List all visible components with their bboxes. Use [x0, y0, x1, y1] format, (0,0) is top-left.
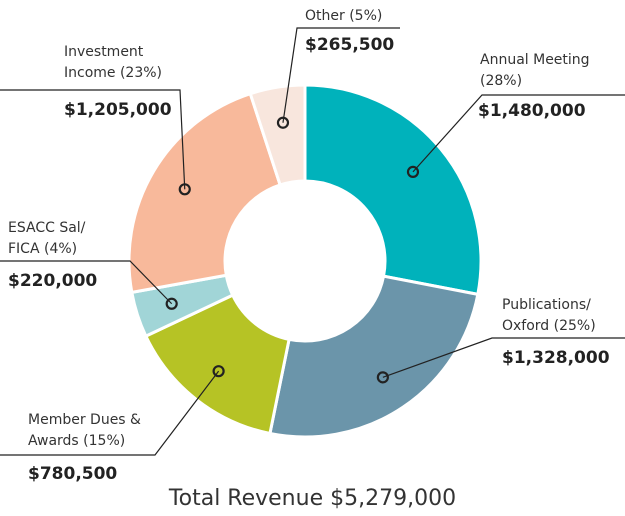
chart-title: Total Revenue $5,279,000 [168, 486, 457, 511]
leader-line [282, 27, 400, 123]
slice-value-label: $265,500 [305, 35, 395, 55]
leader-line [0, 260, 173, 305]
slice-label: Publications/ Oxford (25%) [502, 297, 596, 334]
leader-dot [406, 165, 420, 178]
slice-value-label: $220,000 [8, 271, 98, 291]
leader-dot [376, 371, 389, 384]
leader-dot [212, 365, 225, 378]
slice-label: Member Dues & Awards (15%) [28, 412, 141, 449]
donut-slice [268, 274, 480, 439]
leader-line [412, 94, 625, 173]
slice-label: Other (5%) [305, 8, 383, 24]
slice-value-label: $1,480,000 [478, 101, 586, 121]
slice-value-label: $1,205,000 [64, 100, 172, 120]
leader-dot [165, 297, 178, 310]
leader-dot [178, 183, 191, 196]
slice-value-label: $780,500 [28, 464, 118, 484]
leader-line [0, 370, 220, 456]
slice-label: Annual Meeting (28%) [480, 52, 590, 89]
slice-label: ESACC Sal/ FICA (4%) [8, 220, 86, 257]
slice-label: Investment Income (23%) [64, 44, 163, 81]
donut-slice [143, 293, 291, 436]
slice-value-label: $1,328,000 [502, 348, 610, 368]
leader-line [0, 89, 186, 190]
donut-slice [248, 83, 307, 187]
leader-dot [276, 116, 290, 129]
donut-slice [303, 83, 483, 297]
leader-line [382, 337, 625, 378]
donut-slice [127, 91, 283, 295]
